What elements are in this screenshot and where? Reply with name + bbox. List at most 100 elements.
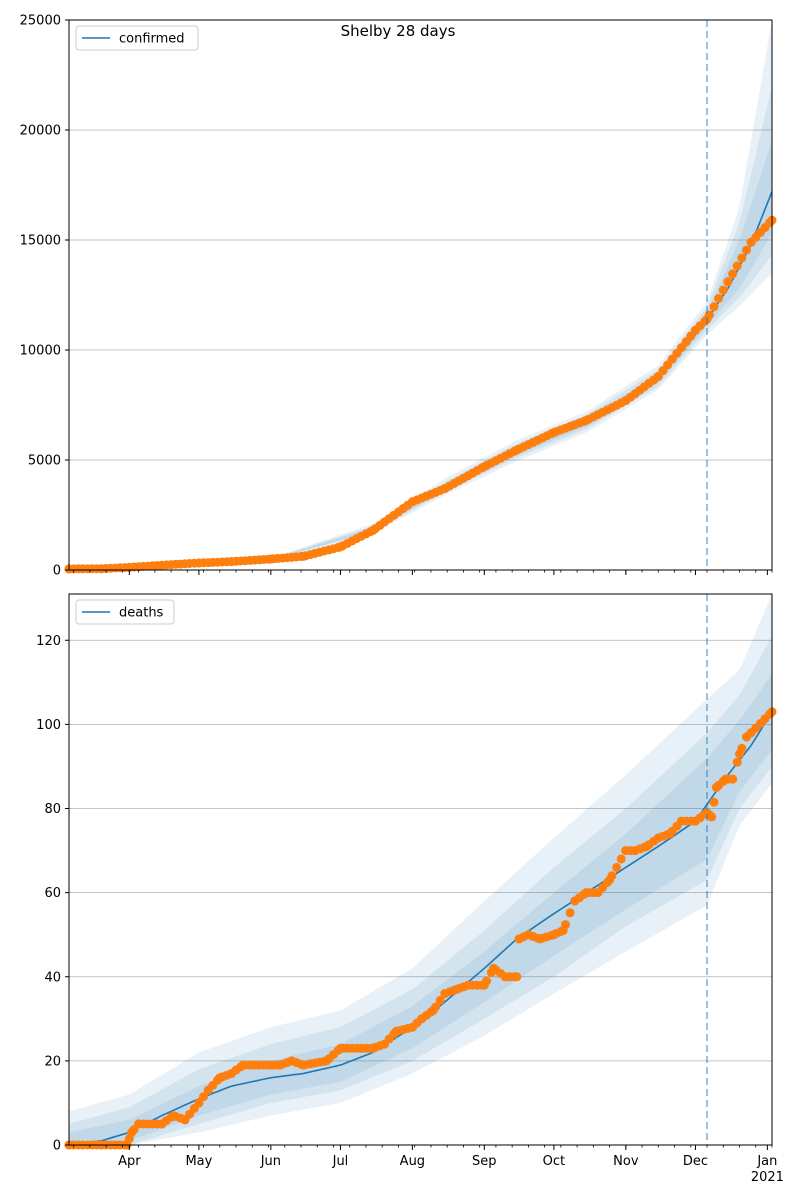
x-tick-label: Jul	[332, 1154, 349, 1169]
observed-point	[570, 896, 580, 906]
confidence-band	[69, 636, 772, 1145]
observed-point	[356, 1043, 366, 1053]
plot-frame	[68, 19, 773, 571]
x-tick-label: Nov	[613, 1154, 639, 1169]
observed-point	[226, 1069, 236, 1078]
observed-point	[500, 972, 510, 982]
observed-point	[380, 1039, 389, 1049]
observed-point	[612, 862, 622, 872]
y-tick-label: 20000	[20, 124, 61, 139]
observed-point	[275, 1060, 285, 1070]
observed-point	[714, 293, 724, 303]
observed-point	[479, 462, 489, 472]
observed-point	[97, 564, 106, 574]
observed-point	[489, 963, 499, 973]
observed-point	[581, 415, 591, 425]
observed-point	[512, 972, 522, 982]
x-tick-label: Oct	[543, 1154, 565, 1169]
observed-point	[199, 1092, 209, 1102]
y-tick-label: 60	[44, 886, 61, 901]
y-tick-label: 40	[44, 970, 61, 985]
observed-point	[226, 557, 236, 567]
observed-point	[435, 995, 445, 1005]
observed-point	[194, 558, 204, 568]
observed-point	[157, 1119, 167, 1129]
observed-point	[298, 1060, 308, 1070]
observed-point	[742, 245, 751, 255]
observed-point	[514, 934, 524, 944]
observed-point	[690, 816, 700, 826]
observed-point	[732, 757, 742, 767]
y-tick-label: 5000	[28, 454, 61, 469]
observed-point	[549, 428, 559, 437]
figure-title: Shelby 28 days	[341, 22, 456, 40]
confidence-band	[69, 594, 772, 1145]
observed-point	[735, 749, 744, 759]
y-tick-label: 120	[36, 634, 61, 649]
observed-point	[581, 888, 591, 898]
observed-point	[709, 302, 719, 312]
x-tick-label: Jan	[756, 1154, 777, 1169]
observed-point	[238, 1060, 248, 1070]
observed-point	[180, 1115, 190, 1125]
observed-point	[368, 1043, 378, 1053]
observed-points	[64, 707, 777, 1150]
deaths-chart: 0 20 40 60 80 100 120 Apr May Jun Jul Aug Sep Oct Nov D…	[36, 593, 784, 1185]
y-tick-label: 25000	[20, 14, 61, 29]
observed-point	[728, 774, 738, 784]
plot-frame	[68, 593, 773, 1146]
confirmed-chart: 0 5000 10000 15000 20000 25000 confirmed	[20, 14, 777, 579]
observed-point	[746, 728, 756, 738]
observed-point	[549, 930, 559, 940]
observed-point	[336, 1043, 345, 1053]
x-tick-label: Dec	[683, 1154, 708, 1169]
observed-point	[157, 560, 167, 570]
observed-point	[266, 1060, 276, 1070]
observed-point	[127, 1127, 137, 1137]
observed-point	[723, 277, 733, 287]
x-tick-label: Sep	[472, 1154, 497, 1169]
observed-point	[203, 1085, 213, 1095]
observed-point	[287, 1056, 297, 1066]
observed-point	[711, 783, 721, 792]
observed-point	[512, 445, 522, 455]
observed-point	[690, 325, 700, 335]
observed-point	[428, 1005, 438, 1015]
observed-point	[463, 980, 473, 990]
observed-point	[407, 497, 417, 507]
x-tick-label: May	[185, 1154, 212, 1169]
x-year-label: 2021	[751, 1170, 784, 1185]
observed-point	[653, 833, 663, 843]
observed-point	[215, 1073, 225, 1083]
observed-point	[266, 554, 276, 564]
observed-point	[336, 542, 345, 552]
observed-point	[728, 269, 738, 279]
x-tick-label: Jun	[260, 1154, 281, 1169]
observed-point	[368, 525, 378, 535]
observed-point	[718, 285, 728, 295]
observed-point	[479, 980, 489, 990]
observed-point	[440, 989, 450, 999]
observed-point	[630, 846, 640, 856]
confidence-bands	[69, 20, 772, 570]
observed-point	[621, 846, 631, 856]
confidence-bands	[69, 594, 772, 1145]
legend: deaths	[75, 599, 175, 625]
observed-point	[593, 888, 603, 898]
observed-point	[417, 1014, 427, 1024]
observed-point	[616, 854, 626, 864]
observed-point	[642, 841, 652, 851]
y-tick-label: 0	[53, 564, 61, 579]
observed-point	[558, 926, 568, 935]
y-tick-label: 15000	[20, 234, 61, 249]
observed-point	[746, 237, 756, 247]
observed-point	[721, 774, 731, 784]
observed-point	[322, 1056, 331, 1066]
x-tick-label: Aug	[400, 1154, 425, 1169]
observed-point	[737, 253, 747, 263]
confidence-band	[69, 20, 772, 570]
legend-box	[75, 599, 175, 625]
observed-point	[391, 1026, 401, 1036]
observed-points	[64, 215, 777, 574]
